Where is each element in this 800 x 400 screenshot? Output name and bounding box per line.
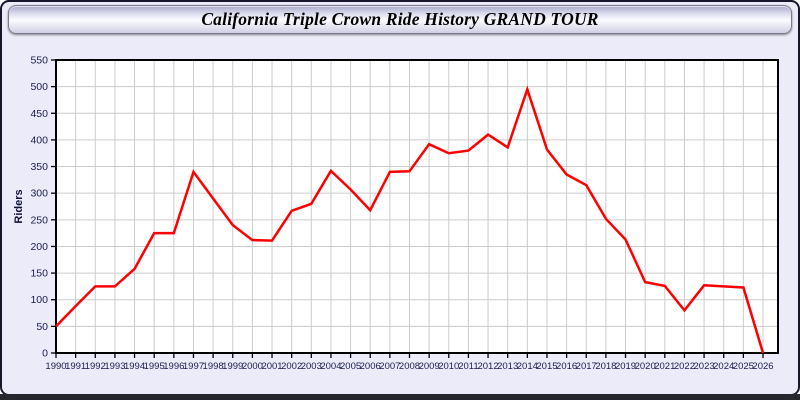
ride-history-chart: 0501001502002503003504004505005501990199… [13,55,779,372]
x-tick-label: 2007 [379,361,400,372]
plot-area [56,60,778,353]
y-axis-label: Riders [13,189,25,223]
y-tick-label: 200 [30,241,48,253]
x-tick-label: 1992 [85,361,106,372]
x-tick-label: 2012 [477,361,498,372]
x-tick-label: 2008 [399,361,420,372]
x-tick-label: 2022 [674,361,695,372]
plot-frame [55,59,779,354]
window-bottom-edge [0,394,800,400]
x-tick-label: 2011 [458,361,478,372]
x-tick-label: 2006 [360,361,381,372]
x-tick-label: 2010 [438,361,459,372]
y-tick-label: 0 [42,348,48,360]
x-tick-label: 1997 [183,361,204,372]
x-tick-label: 1999 [222,361,243,372]
x-tick-label: 2002 [281,361,302,372]
y-tick-label: 50 [36,321,48,333]
page-title: California Triple Crown Ride History GRA… [201,9,599,29]
x-tick-label: 2016 [556,361,577,372]
y-tick-label: 500 [30,81,48,93]
y-tick-label: 550 [30,55,48,67]
x-tick-label: 2014 [517,361,538,372]
x-tick-label: 2019 [615,361,636,372]
x-tick-label: 2024 [713,361,734,372]
x-tick-label: 2026 [752,361,773,372]
y-tick-label: 250 [30,214,48,226]
y-tick-label: 100 [30,294,48,306]
x-tick-label: 2000 [242,361,263,372]
x-tick-label: 2020 [635,361,656,372]
x-tick-label: 1993 [104,361,125,372]
x-tick-label: 1996 [163,361,184,372]
title-banner: California Triple Crown Ride History GRA… [8,5,792,34]
y-tick-label: 300 [30,188,48,200]
y-tick-label: 350 [30,161,48,173]
y-tick-label: 150 [30,268,48,280]
x-tick-label: 2017 [576,361,597,372]
y-tick-label: 450 [30,108,48,120]
x-tick-label: 2004 [320,361,341,372]
x-tick-label: 2015 [536,361,557,372]
x-tick-label: 2005 [340,361,361,372]
x-tick-label: 2013 [497,361,518,372]
riders-line-series [55,85,765,354]
x-tick-label: 2025 [733,361,754,372]
y-tick-label: 400 [30,134,48,146]
x-tick-label: 2021 [654,361,675,372]
x-tick-label: 2018 [595,361,616,372]
x-tick-label: 1995 [144,361,165,372]
x-tick-label: 1991 [65,361,86,372]
x-tick-label: 1990 [45,361,66,372]
x-tick-label: 2003 [301,361,322,372]
x-tick-label: 2009 [419,361,440,372]
x-tick-label: 1998 [203,361,224,372]
x-tick-label: 2001 [261,361,282,372]
x-tick-label: 1994 [124,361,145,372]
x-tick-label: 2023 [694,361,715,372]
chart-container: 0 50 100 150 200 250 300 350 400 450 500 550 1990 199… [10,42,794,394]
